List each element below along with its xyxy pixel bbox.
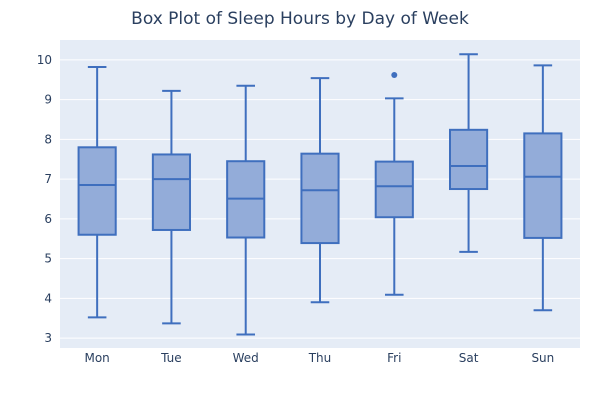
iqr-box — [300, 152, 340, 245]
iqr-box — [523, 132, 563, 239]
x-tick-label: Tue — [160, 351, 182, 365]
x-tick-label: Sat — [459, 351, 479, 365]
box-fri — [374, 71, 414, 296]
x-tick-label: Wed — [233, 351, 259, 365]
iqr-box — [151, 153, 192, 231]
iqr-box — [374, 160, 414, 219]
y-tick-label: 7 — [44, 172, 52, 186]
box-sun — [523, 64, 563, 312]
y-axis-ticks: 3 4 5 6 7 8 9 10 — [37, 53, 52, 345]
iqr-box — [449, 128, 489, 191]
outlier-point — [391, 71, 398, 78]
x-tick-label: Fri — [387, 351, 401, 365]
x-tick-label: Thu — [308, 351, 332, 365]
y-tick-label: 4 — [44, 291, 52, 305]
y-tick-label: 9 — [44, 93, 52, 107]
boxes — [77, 53, 563, 336]
box-tue — [151, 89, 192, 325]
x-tick-label: Sun — [531, 351, 554, 365]
box-wed — [226, 84, 266, 336]
y-tick-label: 8 — [44, 132, 52, 146]
chart-title: Box Plot of Sleep Hours by Day of Week — [131, 9, 469, 29]
y-tick-label: 6 — [44, 212, 52, 226]
y-tick-label: 10 — [37, 53, 52, 67]
box-sat — [449, 53, 489, 253]
box-thu — [300, 77, 340, 304]
y-tick-label: 3 — [44, 331, 52, 345]
y-tick-label: 5 — [44, 252, 52, 266]
iqr-box — [77, 146, 117, 236]
x-tick-label: Mon — [84, 351, 109, 365]
x-axis-ticks: Mon Tue Wed Thu Fri Sat Sun — [84, 351, 554, 365]
box-mon — [77, 66, 117, 319]
